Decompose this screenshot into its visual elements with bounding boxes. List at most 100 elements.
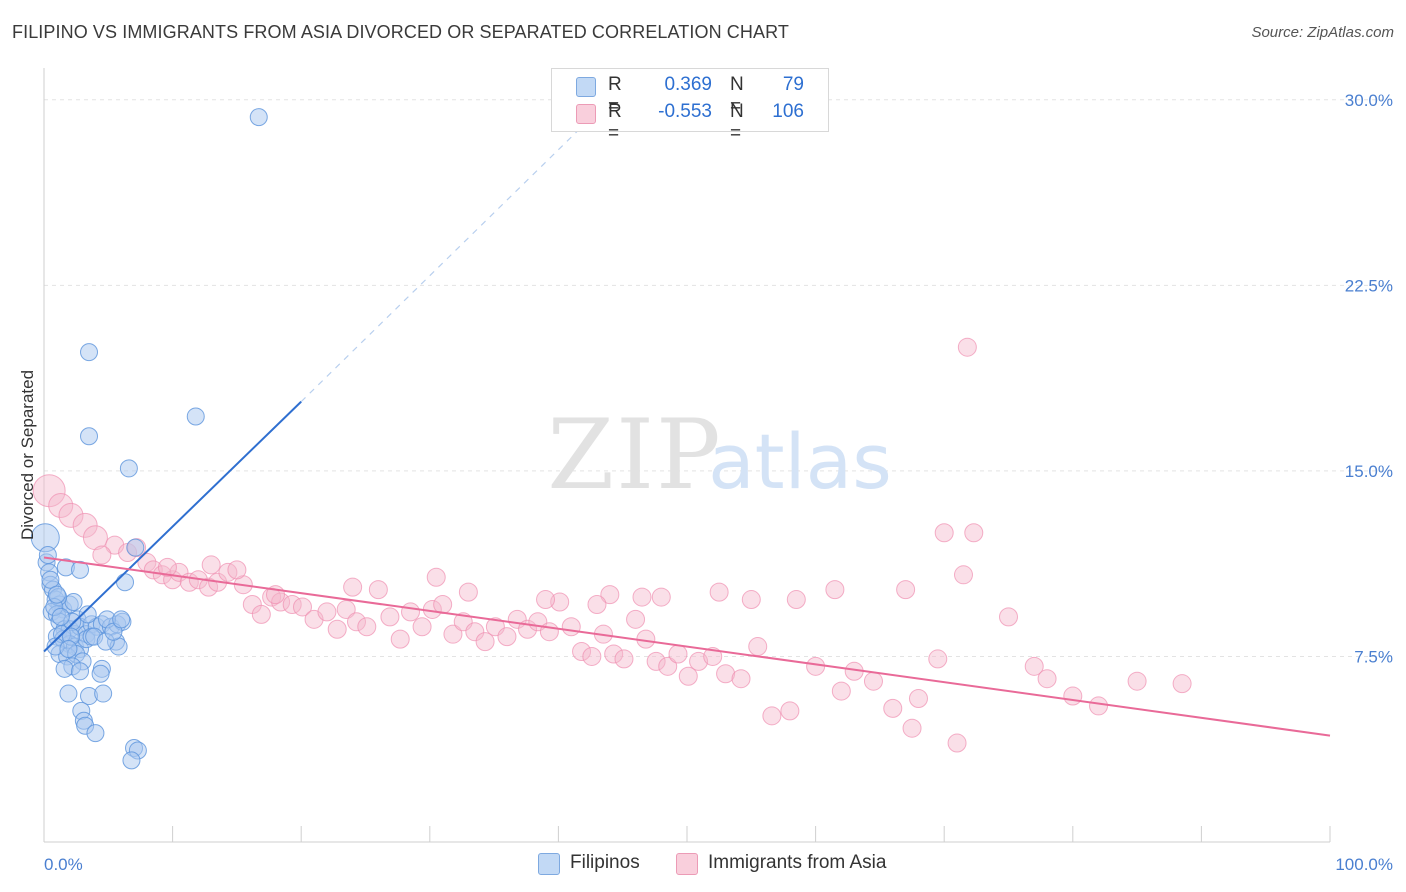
tick-labels: 7.5% 15.0% 22.5% 30.0% 0.0% 100.0%	[44, 91, 1393, 874]
trend-line-immigrants	[43, 556, 1331, 737]
data-point-immigrants	[390, 629, 410, 649]
data-point-immigrants	[199, 577, 219, 597]
data-point-immigrants	[908, 689, 928, 709]
data-point-immigrants	[157, 557, 177, 577]
data-point-filipinos	[122, 751, 141, 770]
data-point-filipinos	[51, 607, 70, 626]
trend-lines	[43, 124, 1331, 737]
data-point-immigrants	[346, 612, 366, 632]
data-point-filipinos	[126, 538, 145, 557]
data-point-filipinos	[64, 593, 83, 612]
data-point-filipinos	[119, 459, 138, 478]
data-point-filipinos	[71, 662, 90, 681]
legend-n-value: 106	[772, 101, 804, 122]
legend-r-label: R =	[608, 101, 622, 144]
data-point-filipinos	[112, 610, 131, 629]
data-point-immigrants	[48, 493, 74, 519]
data-point-filipinos	[86, 724, 105, 743]
data-point-immigrants	[928, 649, 948, 669]
data-point-immigrants	[964, 523, 984, 543]
data-point-filipinos	[80, 427, 99, 446]
y-tick-label: 15.0%	[1345, 462, 1393, 481]
data-point-immigrants	[443, 624, 463, 644]
trend-line-filipinos-extension	[300, 124, 585, 403]
data-point-immigrants	[433, 594, 453, 614]
data-point-immigrants	[292, 597, 312, 617]
data-point-immigrants	[475, 632, 495, 652]
data-point-immigrants	[668, 644, 688, 664]
data-point-immigrants	[780, 701, 800, 721]
data-point-immigrants	[1127, 671, 1147, 691]
data-point-immigrants	[550, 592, 570, 612]
data-point-immigrants	[336, 599, 356, 619]
data-point-filipinos	[55, 659, 74, 678]
series-filipinos-points	[30, 108, 268, 770]
data-point-immigrants	[582, 646, 602, 666]
data-point-immigrants	[646, 651, 666, 671]
data-point-filipinos	[59, 684, 78, 703]
trend-line-filipinos	[43, 400, 302, 653]
data-point-immigrants	[561, 617, 581, 637]
data-point-filipinos	[186, 407, 205, 426]
data-point-immigrants	[786, 590, 806, 610]
legend-swatch-filipinos	[538, 853, 560, 875]
legend-swatch-immigrants	[676, 853, 698, 875]
data-point-immigrants	[689, 651, 709, 671]
y-axis-label: Divorced or Separated	[18, 370, 37, 540]
data-point-immigrants	[825, 580, 845, 600]
data-point-immigrants	[651, 587, 671, 607]
data-point-immigrants	[539, 622, 559, 642]
data-point-immigrants	[426, 567, 446, 587]
legend-label-filipinos: Filipinos	[570, 852, 640, 873]
legend-r-value: -0.553	[658, 101, 712, 122]
data-point-immigrants	[572, 642, 592, 661]
data-point-immigrants	[957, 337, 977, 357]
y-tick-label: 30.0%	[1345, 91, 1393, 110]
data-point-immigrants	[536, 590, 556, 610]
legend-n-label: N =	[730, 101, 744, 144]
data-point-immigrants	[1037, 669, 1057, 689]
data-point-immigrants	[317, 602, 337, 622]
data-point-immigrants	[999, 607, 1018, 627]
data-point-immigrants	[896, 580, 916, 600]
data-point-immigrants	[401, 602, 421, 622]
data-point-immigrants	[412, 617, 432, 637]
data-point-immigrants	[831, 681, 851, 701]
data-point-immigrants	[1089, 696, 1109, 716]
data-point-immigrants	[604, 644, 624, 664]
data-point-immigrants	[327, 619, 347, 639]
data-point-immigrants	[626, 609, 646, 629]
data-point-immigrants	[762, 706, 782, 726]
data-point-immigrants	[600, 585, 620, 605]
stats-legend: R = 0.369 N = 79 R = -0.553 N = 106	[551, 68, 829, 144]
data-point-filipinos	[116, 573, 135, 592]
data-point-immigrants	[863, 671, 883, 691]
data-point-immigrants	[1063, 686, 1083, 706]
data-point-immigrants	[465, 622, 485, 642]
data-point-filipinos	[91, 664, 110, 683]
chart-title: FILIPINO VS IMMIGRANTS FROM ASIA DIVORCE…	[12, 22, 789, 42]
watermark-atlas: atlas	[708, 417, 892, 506]
data-point-immigrants	[368, 580, 388, 600]
data-point-filipinos	[80, 343, 99, 362]
data-point-immigrants	[678, 666, 698, 686]
data-point-filipinos	[71, 560, 90, 579]
data-point-immigrants	[716, 664, 736, 684]
data-point-immigrants	[934, 523, 954, 543]
y-tick-label: 22.5%	[1345, 276, 1393, 295]
data-point-filipinos	[94, 684, 113, 703]
data-point-immigrants	[632, 587, 652, 607]
legend-label-immigrants: Immigrants from Asia	[708, 852, 887, 873]
data-point-immigrants	[1024, 656, 1044, 676]
data-point-immigrants	[82, 525, 108, 551]
data-point-immigrants	[497, 627, 517, 647]
data-point-immigrants	[741, 590, 761, 610]
watermark: ZIP atlas	[547, 399, 891, 511]
watermark-zip: ZIP	[547, 399, 722, 511]
data-point-filipinos	[59, 640, 78, 659]
data-point-immigrants	[947, 733, 967, 753]
data-point-immigrants	[1172, 674, 1192, 694]
data-point-immigrants	[709, 582, 729, 602]
axes	[43, 68, 1331, 843]
grid-lines	[44, 99, 1392, 657]
